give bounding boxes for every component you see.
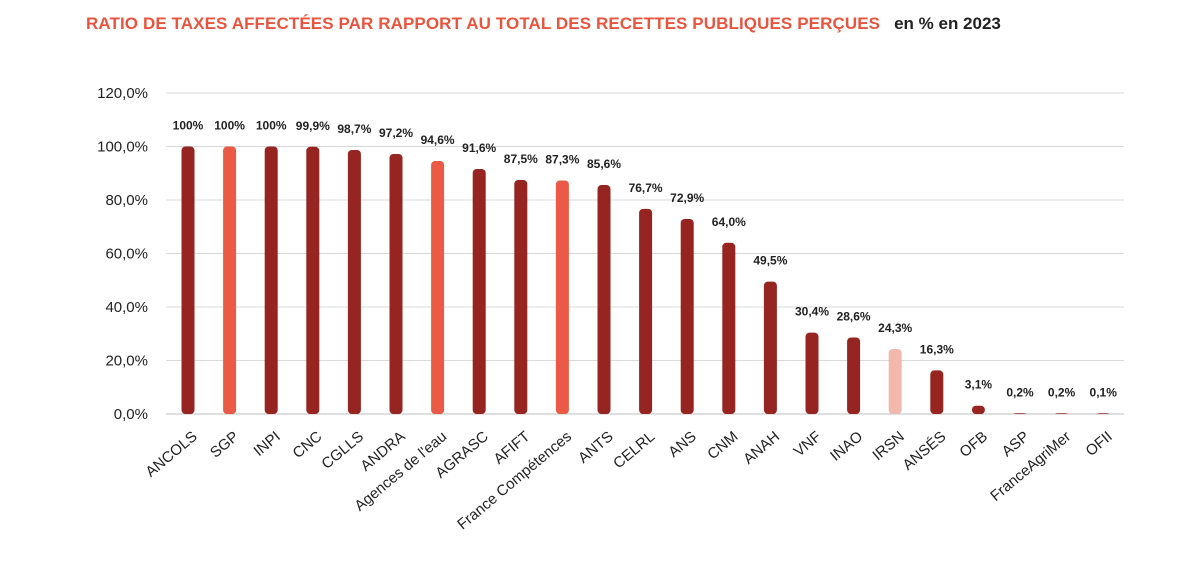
bar xyxy=(347,149,361,415)
x-tick-label: SGP xyxy=(207,428,242,461)
data-label: 72,9% xyxy=(670,191,704,205)
x-tick-label: ANTS xyxy=(575,428,617,467)
data-label: 87,3% xyxy=(545,152,579,166)
bar xyxy=(223,146,237,414)
bar xyxy=(1013,413,1027,414)
chart-subtitle: en % en 2023 xyxy=(894,14,1001,33)
y-tick-label: 20,0% xyxy=(105,353,148,370)
x-tick-label: ANSÉS xyxy=(899,428,949,474)
x-tick-label: INAO xyxy=(827,428,866,465)
bar xyxy=(722,242,736,414)
x-tick-label: CELRL xyxy=(610,428,658,472)
y-tick-label: 0,0% xyxy=(114,406,148,423)
x-tick-label: OFB xyxy=(956,428,991,461)
chart-title: RATIO DE TAXES AFFECTÉES PAR RAPPORT AU … xyxy=(86,14,881,33)
data-label: 0,2% xyxy=(1048,385,1076,399)
data-label: 24,3% xyxy=(878,321,912,335)
bar xyxy=(888,348,902,414)
x-tick-label: ANCOLS xyxy=(142,428,200,481)
bar xyxy=(1096,413,1110,414)
data-labels: 100% 100% 100% 99,9% 98,7% 97,2% 94,6% 91,6% 87,… xyxy=(173,119,1118,400)
bars xyxy=(181,146,1110,415)
bar xyxy=(1055,413,1069,414)
bar xyxy=(389,153,403,415)
data-label: 87,5% xyxy=(504,152,538,166)
bar xyxy=(431,160,445,414)
data-label: 100% xyxy=(256,119,287,133)
data-label: 100% xyxy=(214,119,245,133)
data-label: 97,2% xyxy=(379,126,413,140)
y-tick-label: 40,0% xyxy=(105,299,148,316)
x-tick-label: CNM xyxy=(704,428,741,463)
data-label: 28,6% xyxy=(837,309,871,323)
bar xyxy=(306,146,320,414)
bar xyxy=(472,168,486,414)
data-label: 0,2% xyxy=(1006,385,1034,399)
data-label: 16,3% xyxy=(920,342,954,356)
data-label: 94,6% xyxy=(421,133,455,147)
data-label: 0,1% xyxy=(1090,386,1118,400)
y-tick-label: 80,0% xyxy=(105,192,148,209)
grid-lines xyxy=(166,92,1124,415)
x-tick-label: VNF xyxy=(791,428,825,460)
title-row: RATIO DE TAXES AFFECTÉES PAR RAPPORT AU … xyxy=(86,14,1001,34)
bar xyxy=(639,208,653,414)
bar xyxy=(555,180,569,414)
y-axis: 0,0% 20,0% 40,0% 60,0% 80,0% 100,0% 120,0% xyxy=(97,85,148,423)
x-tick-label: ANS xyxy=(665,428,700,461)
data-label: 3,1% xyxy=(965,378,993,392)
y-tick-label: 120,0% xyxy=(97,85,148,102)
y-tick-label: 60,0% xyxy=(105,246,148,263)
x-tick-label: CNC xyxy=(290,428,326,462)
bar xyxy=(514,179,528,414)
bar xyxy=(763,281,777,414)
data-label: 30,4% xyxy=(795,305,829,319)
bar xyxy=(680,218,694,414)
x-tick-label: INPI xyxy=(250,428,283,460)
x-tick-label: OFII xyxy=(1082,428,1115,460)
data-label: 91,6% xyxy=(462,141,496,155)
bar xyxy=(597,185,611,414)
x-tick-label: ASP xyxy=(999,428,1033,460)
data-label: 49,5% xyxy=(753,254,787,268)
bar xyxy=(971,405,985,414)
bar xyxy=(264,146,278,414)
bar xyxy=(847,337,861,414)
data-label: 98,7% xyxy=(337,122,371,136)
bar xyxy=(181,146,195,414)
bar xyxy=(930,370,944,414)
bar xyxy=(805,332,819,414)
data-label: 76,7% xyxy=(629,181,663,195)
x-tick-label: ANAH xyxy=(740,428,783,468)
y-tick-label: 100,0% xyxy=(97,139,148,156)
data-label: 99,9% xyxy=(296,119,330,133)
data-label: 85,6% xyxy=(587,157,621,171)
data-label: 100% xyxy=(173,119,204,133)
data-label: 64,0% xyxy=(712,215,746,229)
